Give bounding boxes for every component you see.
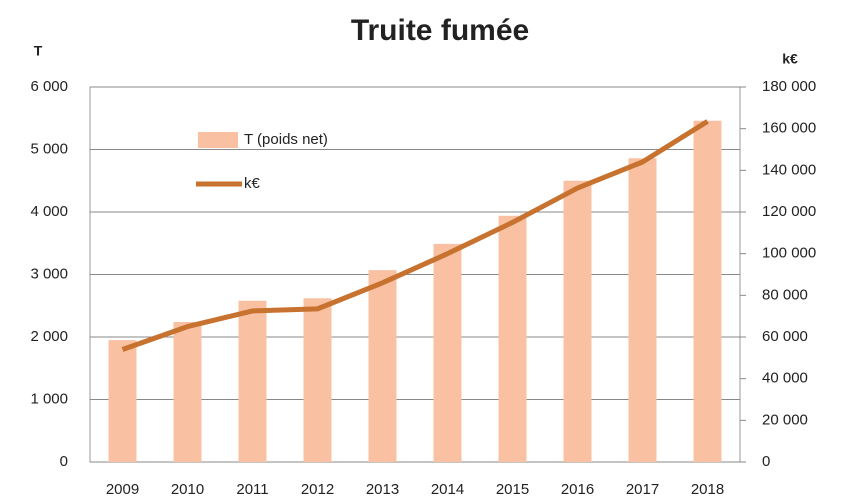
x-tick-label: 2013 [366, 481, 399, 498]
y2-tick-label: 80 000 [762, 286, 808, 303]
legend-label: k€ [244, 175, 261, 192]
x-tick-label: 2015 [496, 481, 529, 498]
legend-swatch [198, 132, 238, 148]
y-tick-label: 4 000 [30, 203, 68, 220]
x-tick-label: 2014 [431, 481, 464, 498]
x-tick-label: 2018 [691, 481, 724, 498]
bar [693, 120, 722, 462]
y-tick-label: 2 000 [30, 328, 68, 345]
y2-tick-label: 140 000 [762, 161, 816, 178]
bar [433, 243, 462, 462]
line [121, 119, 709, 352]
y-tick-label: 0 [60, 453, 68, 470]
x-tick-label: 2010 [171, 481, 204, 498]
bar [563, 180, 592, 462]
x-tick-label: 2012 [301, 481, 334, 498]
legend-label: T (poids net) [244, 131, 328, 148]
y2-tick-label: 100 000 [762, 245, 816, 262]
y-tick-label: 5 000 [30, 140, 68, 157]
y-tick-label: 6 000 [30, 78, 68, 95]
x-tick-label: 2011 [236, 481, 268, 498]
x-tick-label: 2017 [626, 481, 659, 498]
bar [303, 298, 332, 462]
y2-tick-label: 40 000 [762, 370, 808, 387]
y2-tick-label: 60 000 [762, 328, 808, 345]
x-tick-label: 2016 [561, 481, 594, 498]
y2-tick-label: 180 000 [762, 78, 816, 95]
y2-tick-label: 160 000 [762, 120, 816, 137]
bar [628, 158, 657, 462]
bar [368, 270, 397, 462]
y-tick-label: 1 000 [30, 390, 68, 407]
bar [238, 300, 267, 462]
y-axis-title: T [34, 43, 43, 59]
y2-tick-label: 0 [762, 453, 770, 470]
y2-axis-title: k€ [782, 51, 798, 67]
y2-tick-label: 120 000 [762, 203, 816, 220]
y-tick-label: 3 000 [30, 265, 68, 282]
bar [108, 340, 137, 462]
bar [173, 322, 202, 462]
x-tick-label: 2009 [106, 481, 139, 498]
y2-tick-label: 20 000 [762, 411, 808, 428]
chart-title: Truite fumée [351, 14, 529, 47]
bar [498, 215, 527, 462]
